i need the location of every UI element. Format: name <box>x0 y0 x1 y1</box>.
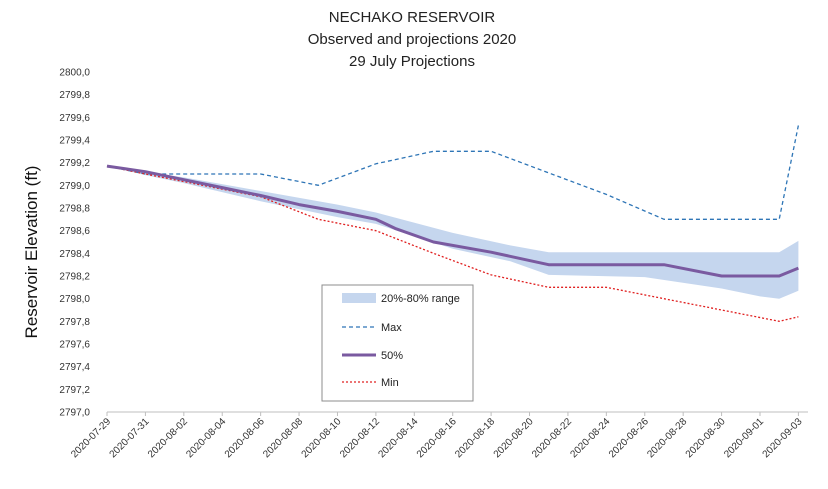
y-tick-label: 2798,0 <box>59 294 90 305</box>
legend-label-p50: 50% <box>381 350 403 362</box>
y-tick-label: 2797,0 <box>59 408 90 419</box>
legend-label-max: Max <box>381 322 402 334</box>
series-line-p50 <box>106 164 799 278</box>
y-tick-label: 2799,0 <box>59 181 90 192</box>
y-tick-label: 2799,6 <box>59 113 90 124</box>
y-axis-title: Reservoir Elevation (ft) <box>22 166 41 339</box>
plot-area <box>106 125 800 322</box>
x-tick-label: 2020-07-31 <box>108 416 152 460</box>
series-line-max <box>106 125 800 220</box>
y-tick-label: 2797,8 <box>59 317 90 328</box>
x-tick-label: 2020-08-12 <box>338 416 382 460</box>
chart-title-line-1: NECHAKO RESERVOIR <box>329 9 496 26</box>
y-tick-label: 2797,6 <box>59 340 90 351</box>
y-tick-label: 2799,2 <box>59 158 90 169</box>
y-tick-label: 2799,8 <box>59 90 90 101</box>
legend-label-range: 20%-80% range <box>381 293 460 305</box>
y-axis-ticks: 2800,0 2799,8 2799,6 2799,4 2799,2 2799,0 2798… <box>59 68 90 419</box>
x-tick-label: 2020-08-22 <box>530 416 574 460</box>
x-tick-label: 2020-08-08 <box>261 416 305 460</box>
x-tick-label: 2020-08-16 <box>415 416 459 460</box>
x-tick-label: 2020-08-14 <box>376 416 420 460</box>
y-tick-label: 2798,6 <box>59 226 90 237</box>
x-tick-label: 2020-08-30 <box>684 416 728 460</box>
legend-swatch-range <box>342 293 376 303</box>
y-tick-label: 2799,4 <box>59 136 90 147</box>
chart-title-line-3: 29 July Projections <box>349 53 475 70</box>
x-tick-label: 2020-07-29 <box>69 416 113 460</box>
y-tick-label: 2797,4 <box>59 362 90 373</box>
x-tick-label: 2020-09-01 <box>722 416 766 460</box>
x-axis-ticks: 2020-07-292020-07-312020-08-022020-08-04… <box>69 412 805 460</box>
x-tick-label: 2020-08-28 <box>645 416 689 460</box>
y-tick-label: 2797,2 <box>59 385 90 396</box>
x-tick-label: 2020-08-02 <box>146 416 190 460</box>
y-tick-label: 2798,4 <box>59 249 90 260</box>
x-tick-label: 2020-08-26 <box>607 416 651 460</box>
chart-title: NECHAKO RESERVOIR Observed and projectio… <box>308 9 516 70</box>
x-tick-label: 2020-08-20 <box>492 416 536 460</box>
x-tick-label: 2020-08-24 <box>569 416 613 460</box>
x-tick-label: 2020-09-03 <box>761 416 805 460</box>
chart-title-line-2: Observed and projections 2020 <box>308 31 516 48</box>
x-tick-label: 2020-08-06 <box>223 416 267 460</box>
y-tick-label: 2800,0 <box>59 68 90 79</box>
legend: 20%-80% range Max 50% Min <box>321 284 474 402</box>
x-tick-label: 2020-08-10 <box>300 416 344 460</box>
y-tick-label: 2798,2 <box>59 272 90 283</box>
x-tick-label: 2020-08-04 <box>184 416 228 460</box>
legend-label-min: Min <box>381 377 399 389</box>
x-tick-label: 2020-08-18 <box>453 416 497 460</box>
y-tick-label: 2798,8 <box>59 204 90 215</box>
